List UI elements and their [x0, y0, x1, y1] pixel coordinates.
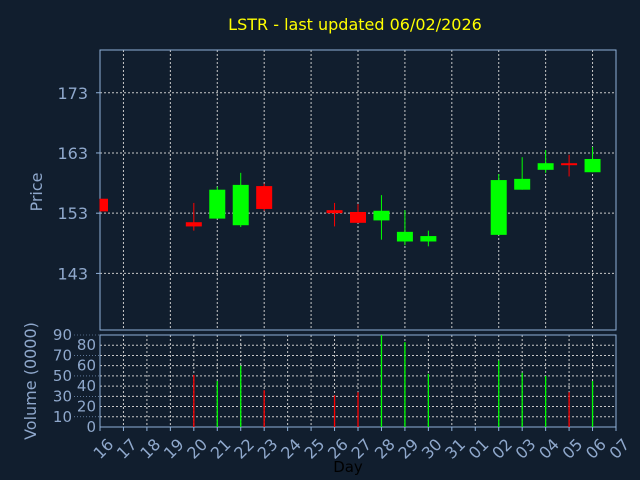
candle-body: [256, 186, 273, 209]
price-tick-label: 173: [57, 84, 88, 103]
candle: [420, 230, 437, 247]
candle-body: [232, 184, 249, 226]
volume-tick-label: 20: [77, 398, 96, 416]
candle-body: [373, 210, 390, 221]
candle-body: [514, 178, 531, 190]
x-tick-label: 07: [605, 435, 633, 463]
candle: [185, 202, 202, 231]
candle: [326, 202, 343, 227]
volume-tick-label: 50: [53, 367, 72, 385]
candle-body: [490, 180, 507, 235]
volume-tick-label: 10: [53, 408, 72, 426]
candle: [584, 146, 601, 173]
candle-body: [350, 211, 366, 223]
volume-tick-label: 60: [77, 357, 96, 375]
candle: [396, 210, 413, 246]
price-tick-label: 163: [57, 144, 88, 163]
candle-body: [209, 189, 226, 219]
candle-body: [185, 222, 202, 227]
chart-title: LSTR - last updated 06/02/2026: [228, 15, 482, 34]
candle: [373, 195, 390, 240]
candle: [256, 183, 273, 211]
candle: [99, 198, 108, 212]
candle: [490, 174, 507, 235]
candle: [350, 204, 366, 223]
candle: [514, 157, 531, 190]
volume-tick-label: 0: [86, 418, 96, 436]
candle: [537, 149, 554, 173]
volume-tick-label: 30: [53, 387, 72, 405]
grid-layer: [74, 49, 617, 428]
candle-body: [396, 231, 413, 242]
price-panel-frame: [99, 49, 617, 331]
candle-body: [326, 210, 343, 214]
volume-tick-label: 90: [53, 326, 72, 344]
marks-layer: [99, 146, 601, 427]
candle-body: [561, 163, 578, 166]
volume-tick-label: 40: [77, 377, 96, 395]
price-tick-label: 143: [57, 264, 88, 283]
volume-tick-label: 70: [53, 346, 72, 364]
candle-body: [584, 158, 601, 173]
candle: [232, 172, 249, 228]
price-axis-label: Price: [27, 172, 46, 211]
candle-body: [100, 198, 108, 212]
price-tick-label: 153: [57, 204, 88, 223]
volume-tick-label: 80: [77, 336, 96, 354]
candle: [561, 154, 578, 177]
candle-body: [420, 236, 437, 242]
candle: [209, 186, 226, 219]
volume-axis-label: Volume (0000): [21, 322, 40, 440]
x-axis-label: Day: [333, 458, 363, 476]
candle-body: [537, 163, 554, 170]
